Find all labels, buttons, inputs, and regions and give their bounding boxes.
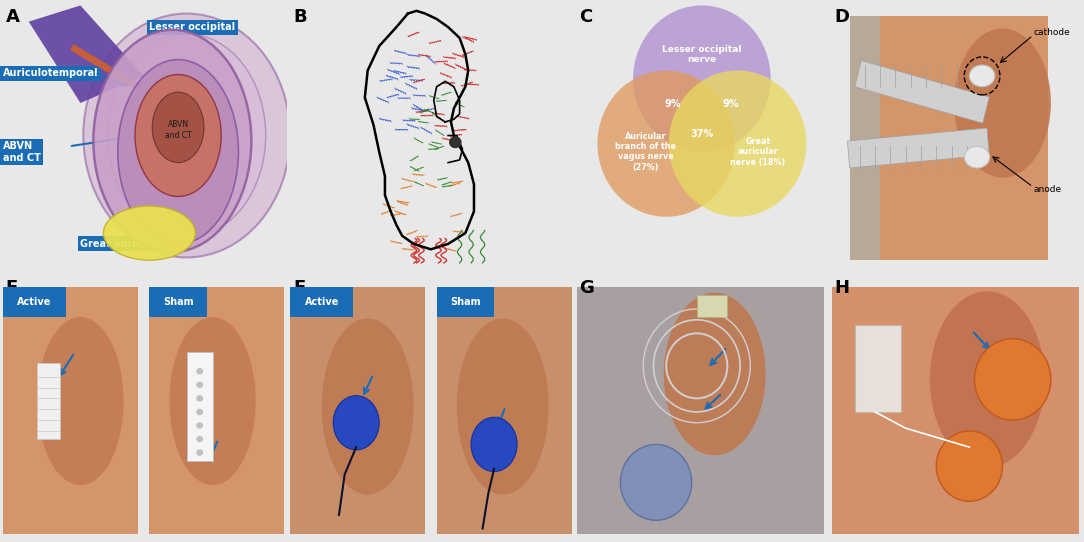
Ellipse shape bbox=[930, 292, 1045, 467]
Ellipse shape bbox=[169, 317, 256, 485]
Text: Active: Active bbox=[17, 297, 52, 307]
Bar bbox=[697, 295, 727, 317]
Circle shape bbox=[597, 70, 735, 217]
Ellipse shape bbox=[333, 396, 379, 450]
Ellipse shape bbox=[954, 29, 1050, 178]
Polygon shape bbox=[28, 5, 143, 103]
Ellipse shape bbox=[107, 34, 266, 237]
Text: 9%: 9% bbox=[723, 99, 739, 109]
Text: Great auricular: Great auricular bbox=[80, 239, 164, 249]
Circle shape bbox=[937, 431, 1003, 501]
Circle shape bbox=[196, 422, 203, 429]
Bar bbox=[3, 287, 138, 534]
Ellipse shape bbox=[118, 60, 238, 244]
Text: 37%: 37% bbox=[691, 129, 713, 139]
Text: Auriculotemporal: Auriculotemporal bbox=[3, 68, 99, 78]
Text: Auricular
branch of the
vagus nerve
(27%): Auricular branch of the vagus nerve (27%… bbox=[616, 132, 676, 172]
FancyBboxPatch shape bbox=[3, 287, 66, 317]
Circle shape bbox=[196, 409, 203, 415]
Text: Sham: Sham bbox=[450, 297, 480, 307]
Bar bbox=[854, 325, 901, 412]
Text: D: D bbox=[835, 8, 850, 26]
Circle shape bbox=[449, 136, 462, 149]
Ellipse shape bbox=[103, 206, 195, 260]
Ellipse shape bbox=[663, 293, 765, 455]
Circle shape bbox=[196, 449, 203, 456]
Text: F: F bbox=[293, 279, 306, 297]
Text: H: H bbox=[835, 279, 850, 297]
Bar bbox=[854, 61, 990, 123]
Bar bbox=[848, 128, 990, 168]
Text: G: G bbox=[580, 279, 594, 297]
Text: E: E bbox=[5, 279, 18, 297]
Text: Active: Active bbox=[305, 297, 339, 307]
Circle shape bbox=[196, 436, 203, 442]
Text: Sham: Sham bbox=[163, 297, 193, 307]
Ellipse shape bbox=[136, 74, 221, 197]
Circle shape bbox=[633, 5, 771, 152]
Ellipse shape bbox=[472, 417, 517, 472]
Text: Lesser occipital: Lesser occipital bbox=[150, 22, 235, 32]
Text: Great
auricular
nerve (18%): Great auricular nerve (18%) bbox=[731, 137, 786, 166]
FancyBboxPatch shape bbox=[437, 287, 494, 317]
Circle shape bbox=[196, 382, 203, 388]
Circle shape bbox=[669, 70, 806, 217]
Text: Lesser occipital
nerve: Lesser occipital nerve bbox=[662, 44, 741, 64]
Bar bbox=[37, 363, 61, 439]
Bar bbox=[291, 287, 425, 534]
Ellipse shape bbox=[93, 30, 251, 252]
Bar bbox=[850, 16, 1048, 260]
Text: cathode: cathode bbox=[1033, 28, 1070, 37]
Ellipse shape bbox=[965, 146, 990, 168]
Circle shape bbox=[196, 395, 203, 402]
Text: A: A bbox=[5, 8, 20, 26]
Bar bbox=[880, 16, 1048, 260]
Ellipse shape bbox=[83, 14, 291, 257]
Ellipse shape bbox=[969, 65, 995, 87]
Bar bbox=[3, 287, 138, 534]
FancyBboxPatch shape bbox=[291, 287, 353, 317]
Text: B: B bbox=[293, 8, 307, 26]
Text: C: C bbox=[580, 8, 593, 26]
Text: ABVN
and CT: ABVN and CT bbox=[165, 120, 192, 140]
Bar bbox=[150, 287, 284, 534]
FancyBboxPatch shape bbox=[150, 287, 207, 317]
Text: 9%: 9% bbox=[664, 99, 681, 109]
Circle shape bbox=[196, 368, 203, 375]
Circle shape bbox=[620, 444, 692, 520]
Ellipse shape bbox=[456, 319, 549, 494]
Ellipse shape bbox=[322, 319, 414, 494]
Text: ABVN
and CT: ABVN and CT bbox=[3, 141, 41, 163]
Circle shape bbox=[975, 339, 1050, 420]
Text: anode: anode bbox=[1033, 185, 1061, 194]
Bar bbox=[437, 287, 571, 534]
Ellipse shape bbox=[152, 92, 204, 163]
Ellipse shape bbox=[37, 317, 124, 485]
Bar bbox=[186, 352, 212, 461]
